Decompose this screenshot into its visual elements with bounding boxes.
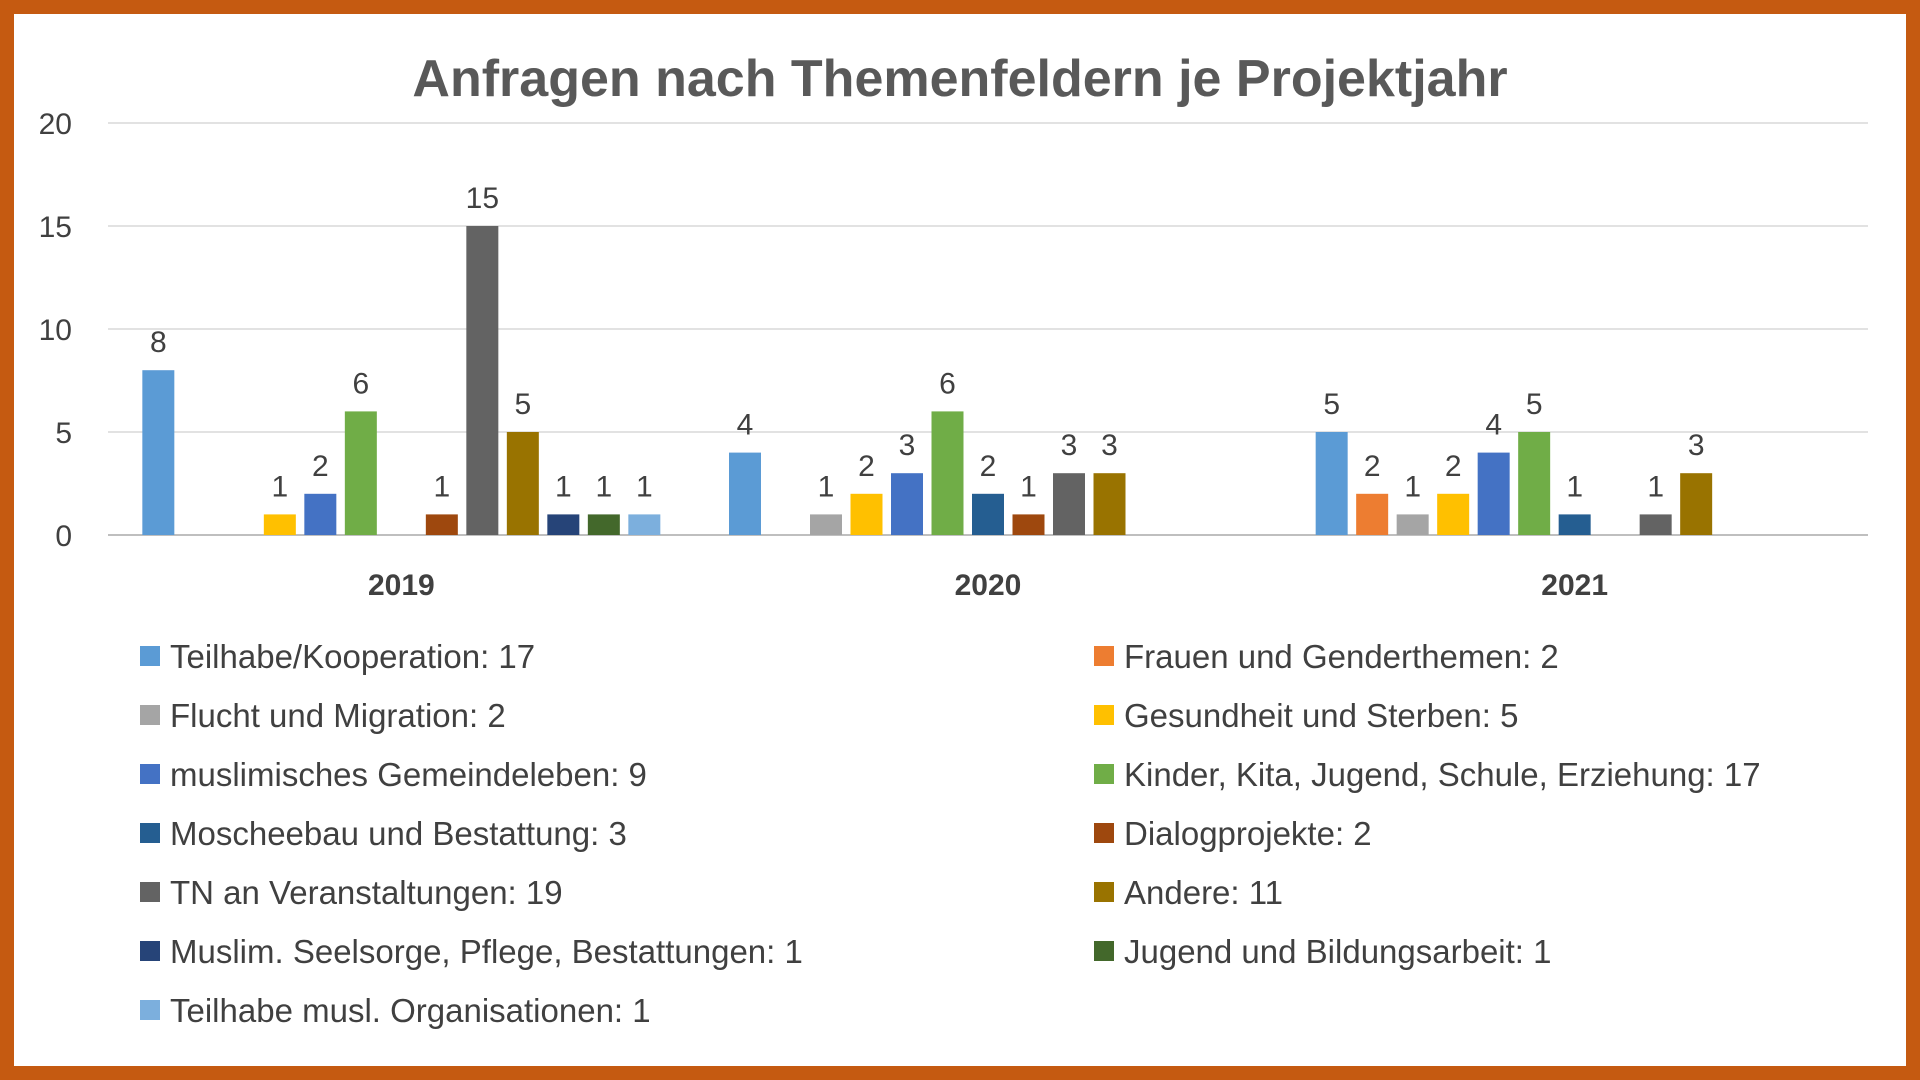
y-tick-label: 10 [39,314,72,347]
bar [304,493,337,535]
legend-swatch [140,882,160,902]
bar [547,514,580,535]
bar [142,370,175,535]
legend-item-label: Dialogprojekte: 2 [1124,815,1372,852]
bar [972,493,1004,535]
data-label: 1 [555,470,572,503]
bar [1396,514,1429,535]
data-label: 5 [1526,388,1543,421]
bar [810,514,842,535]
bar [729,452,761,535]
legend-swatch [1094,882,1114,902]
legend-swatch [140,764,160,784]
legend-swatch [140,823,160,843]
bar [931,411,964,535]
y-tick-label: 0 [55,520,72,553]
legend-swatch [1094,823,1114,843]
bar [506,432,539,535]
legend-item-label: muslimisches Gemeindeleben: 9 [170,756,647,793]
bars [142,226,1713,535]
data-label: 3 [899,429,916,462]
legend-swatch [140,941,160,961]
bar [1680,473,1713,535]
data-label: 1 [1566,470,1583,503]
bar [1053,473,1085,535]
bar [263,514,296,535]
bar [891,473,923,535]
data-label: 6 [352,367,369,400]
data-label: 1 [1647,470,1664,503]
bar [1477,452,1510,535]
legend-item-label: Teilhabe musl. Organisationen: 1 [170,992,651,1029]
data-label: 3 [1061,429,1078,462]
y-tick-label: 15 [39,211,72,244]
legend: Teilhabe/Kooperation: 17 Frauen und Gende… [140,638,1761,1029]
chart-title: Anfragen nach Themenfeldern je Projektja… [412,50,1507,108]
data-label: 2 [1445,450,1462,483]
bar [1558,514,1591,535]
legend-item-label: Moscheebau und Bestattung: 3 [170,815,627,852]
data-label: 2 [858,450,875,483]
data-label: 8 [150,326,167,359]
x-tick-label: 2019 [368,569,435,602]
legend-item-label: Teilhabe/Kooperation: 17 [170,638,535,675]
data-label: 6 [939,367,956,400]
data-label: 5 [514,388,531,421]
legend-item-label: Jugend und Bildungsarbeit: 1 [1124,933,1552,970]
data-label: 1 [1020,470,1037,503]
bar [1356,493,1389,535]
legend-swatch [1094,764,1114,784]
y-axis-ticks: 0 5 10 15 20 [39,108,72,553]
legend-swatch [140,646,160,666]
bar [344,411,377,535]
legend-item-label: Flucht und Migration: 2 [170,697,506,734]
data-label: 4 [1485,409,1502,442]
bar [1012,514,1045,535]
bar [1518,432,1551,535]
bar [1437,493,1470,535]
data-label: 3 [1688,429,1705,462]
legend-item-label: TN an Veranstaltungen: 19 [170,874,563,911]
bar [850,493,883,535]
data-label: 5 [1323,388,1340,421]
bar [466,226,499,535]
data-label: 1 [818,470,835,503]
data-label: 15 [466,182,499,215]
legend-item-label: Gesundheit und Sterben: 5 [1124,697,1518,734]
legend-swatch [140,705,160,725]
data-label: 1 [636,470,653,503]
data-label: 1 [271,470,288,503]
legend-item-label: Kinder, Kita, Jugend, Schule, Erziehung:… [1124,756,1761,793]
data-label: 1 [1404,470,1421,503]
data-label: 2 [1364,450,1381,483]
data-label: 2 [312,450,329,483]
legend-swatch [1094,941,1114,961]
x-axis-ticks: 2019 2020 2021 [368,569,1608,602]
legend-swatch [1094,646,1114,666]
x-tick-label: 2020 [955,569,1022,602]
bar [425,514,458,535]
bar [628,514,661,535]
data-label: 1 [595,470,612,503]
legend-swatch [140,1000,160,1020]
legend-item-label: Frauen und Genderthemen: 2 [1124,638,1559,675]
legend-item-label: Muslim. Seelsorge, Pflege, Bestattungen:… [170,933,803,970]
data-label: 2 [980,450,997,483]
bar [1315,432,1348,535]
bar [1639,514,1672,535]
data-label: 4 [737,409,754,442]
data-label: 3 [1101,429,1118,462]
legend-swatch [1094,705,1114,725]
y-tick-label: 5 [55,417,72,450]
y-tick-label: 20 [39,108,72,141]
bar [587,514,620,535]
data-label: 1 [433,470,450,503]
bar [1093,473,1126,535]
legend-item-label: Andere: 11 [1124,874,1283,911]
x-tick-label: 2021 [1541,569,1608,602]
